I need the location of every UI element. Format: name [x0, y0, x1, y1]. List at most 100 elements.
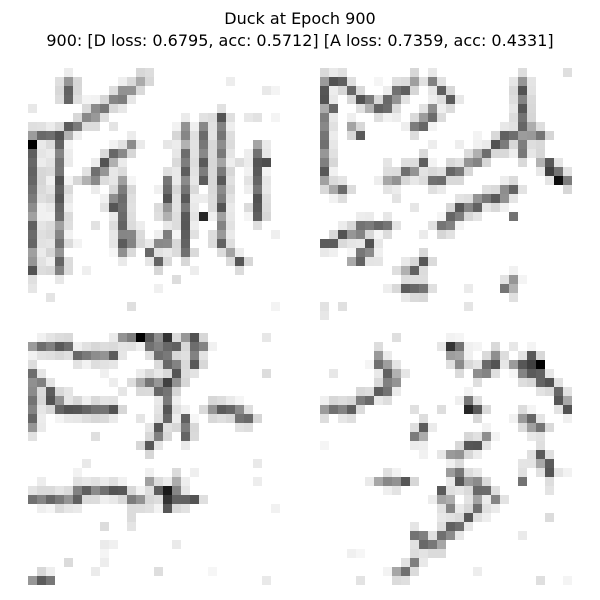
- pixel: [347, 221, 357, 231]
- pixel: [154, 504, 164, 514]
- pixel: [37, 369, 47, 379]
- pixel: [392, 567, 402, 577]
- pixel: [509, 86, 519, 96]
- pixel: [446, 86, 456, 96]
- pixel: [262, 149, 272, 159]
- pixel: [563, 167, 572, 177]
- pixel: [410, 122, 420, 132]
- pixel: [91, 351, 101, 361]
- pixel: [338, 77, 348, 87]
- pixel: [347, 257, 357, 267]
- pixel: [509, 95, 519, 105]
- pixel: [109, 167, 119, 177]
- pixel: [419, 531, 429, 541]
- pixel: [262, 185, 272, 195]
- pixel: [118, 176, 128, 186]
- pixel: [199, 113, 209, 123]
- pixel: [437, 86, 447, 96]
- pixel: [410, 284, 420, 294]
- pixel: [100, 203, 110, 213]
- pixel: [464, 432, 474, 442]
- pixel: [437, 531, 447, 541]
- pixel: [181, 203, 191, 213]
- pixel: [100, 369, 110, 379]
- pixel: [28, 342, 38, 352]
- pixel: [437, 230, 447, 240]
- pixel: [154, 333, 164, 343]
- pixel: [199, 140, 209, 150]
- pixel: [491, 486, 501, 496]
- pixel: [208, 158, 218, 168]
- pixel: [392, 360, 402, 370]
- pixel: [190, 351, 200, 361]
- pixel: [410, 432, 420, 442]
- pixel: [482, 158, 492, 168]
- pixel: [37, 140, 47, 150]
- pixel: [464, 513, 474, 523]
- pixel: [446, 333, 456, 343]
- pixel: [554, 387, 564, 397]
- pixel: [527, 405, 537, 415]
- pixel: [464, 212, 474, 222]
- pixel: [482, 513, 492, 523]
- pixel: [109, 158, 119, 168]
- pixel: [464, 468, 474, 478]
- pixel: [491, 342, 501, 352]
- pixel: [154, 212, 164, 222]
- pixel: [563, 414, 572, 424]
- pixel: [356, 230, 366, 240]
- sample-image-2: [320, 68, 572, 320]
- pixel: [37, 239, 47, 249]
- pixel: [118, 194, 128, 204]
- pixel: [473, 342, 483, 352]
- pixel: [145, 68, 155, 78]
- pixel: [392, 369, 402, 379]
- pixel: [91, 414, 101, 424]
- pixel: [118, 167, 128, 177]
- pixel: [82, 396, 92, 406]
- pixel: [118, 149, 128, 159]
- pixel: [145, 423, 155, 433]
- pixel: [109, 185, 119, 195]
- pixel: [320, 414, 330, 424]
- pixel: [217, 396, 227, 406]
- pixel: [329, 176, 339, 186]
- pixel: [262, 167, 272, 177]
- pixel: [100, 342, 110, 352]
- pixel: [163, 185, 173, 195]
- pixel: [437, 212, 447, 222]
- pixel: [320, 248, 330, 258]
- pixel: [554, 378, 564, 388]
- pixel: [262, 176, 272, 186]
- pixel: [500, 275, 510, 285]
- pixel: [163, 167, 173, 177]
- pixel: [527, 104, 537, 114]
- pixel: [253, 221, 263, 231]
- pixel: [127, 495, 137, 505]
- pixel: [356, 131, 366, 141]
- pixel: [199, 158, 209, 168]
- pixel: [181, 414, 191, 424]
- pixel: [118, 495, 128, 505]
- pixel: [172, 540, 182, 550]
- pixel: [154, 230, 164, 240]
- pixel: [28, 122, 38, 132]
- pixel: [545, 477, 555, 487]
- pixel: [55, 185, 65, 195]
- pixel: [181, 360, 191, 370]
- pixel: [154, 369, 164, 379]
- pixel: [356, 86, 366, 96]
- pixel: [46, 405, 56, 415]
- pixel: [455, 513, 465, 523]
- pixel: [262, 194, 272, 204]
- pixel: [118, 387, 128, 397]
- pixel: [154, 342, 164, 352]
- pixel: [383, 86, 393, 96]
- pixel: [181, 369, 191, 379]
- pixel: [181, 423, 191, 433]
- pixel: [428, 167, 438, 177]
- pixel: [73, 351, 83, 361]
- pixel: [55, 504, 65, 514]
- pixel: [262, 203, 272, 213]
- pixel: [527, 95, 537, 105]
